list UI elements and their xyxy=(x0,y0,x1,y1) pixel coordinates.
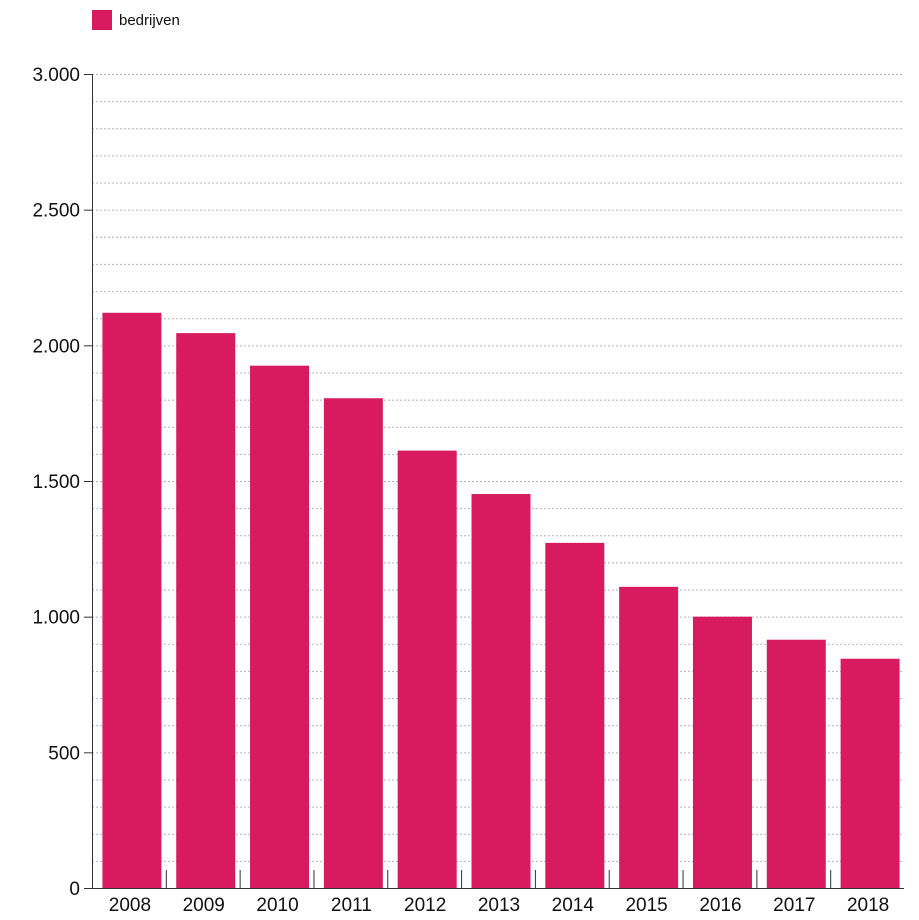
x-tick-label: 2012 xyxy=(404,895,446,916)
x-tick-label: 2013 xyxy=(478,895,520,916)
y-tick-label: 1.000 xyxy=(32,608,80,629)
x-tick-label: 2014 xyxy=(552,895,595,916)
y-tick-labels: 0 500 1.000 1.500 2.000 2.500 3.000 xyxy=(32,65,80,900)
legend-label: bedrijven xyxy=(119,12,180,29)
bar-2016 xyxy=(692,616,752,888)
x-tick-labels: 2008 2009 2010 2011 2012 2013 2014 2015 2016 2017… xyxy=(109,895,889,916)
bar-2011 xyxy=(323,398,383,888)
bar-2018 xyxy=(840,658,900,888)
legend: bedrijven xyxy=(92,10,180,30)
x-tick-label: 2011 xyxy=(331,895,372,916)
y-tick-label: 1.500 xyxy=(32,472,80,493)
y-tick-label: 0 xyxy=(69,879,80,900)
y-tick-label: 2.000 xyxy=(32,336,80,357)
x-tick-label: 2015 xyxy=(625,895,667,916)
y-tick-label: 500 xyxy=(48,743,80,764)
axes xyxy=(84,74,904,889)
x-tick-label: 2009 xyxy=(183,895,225,916)
legend-swatch xyxy=(92,10,112,30)
bar-2017 xyxy=(766,639,826,888)
x-tick-label: 2010 xyxy=(256,895,298,916)
y-tick-label: 3.000 xyxy=(32,65,80,86)
y-tick-label: 2.500 xyxy=(32,201,80,222)
x-tick-label: 2018 xyxy=(847,895,889,916)
bar-2009 xyxy=(176,333,236,889)
bars xyxy=(102,312,900,889)
bar-2012 xyxy=(397,450,457,888)
x-tick-label: 2017 xyxy=(773,895,815,916)
bar-2008 xyxy=(102,312,162,889)
x-tick-label: 2008 xyxy=(109,895,151,916)
bar-2015 xyxy=(619,586,679,888)
x-tick-label: 2016 xyxy=(699,895,741,916)
bar-2014 xyxy=(545,542,605,888)
bar-2013 xyxy=(471,494,531,888)
bar-2010 xyxy=(250,365,310,888)
